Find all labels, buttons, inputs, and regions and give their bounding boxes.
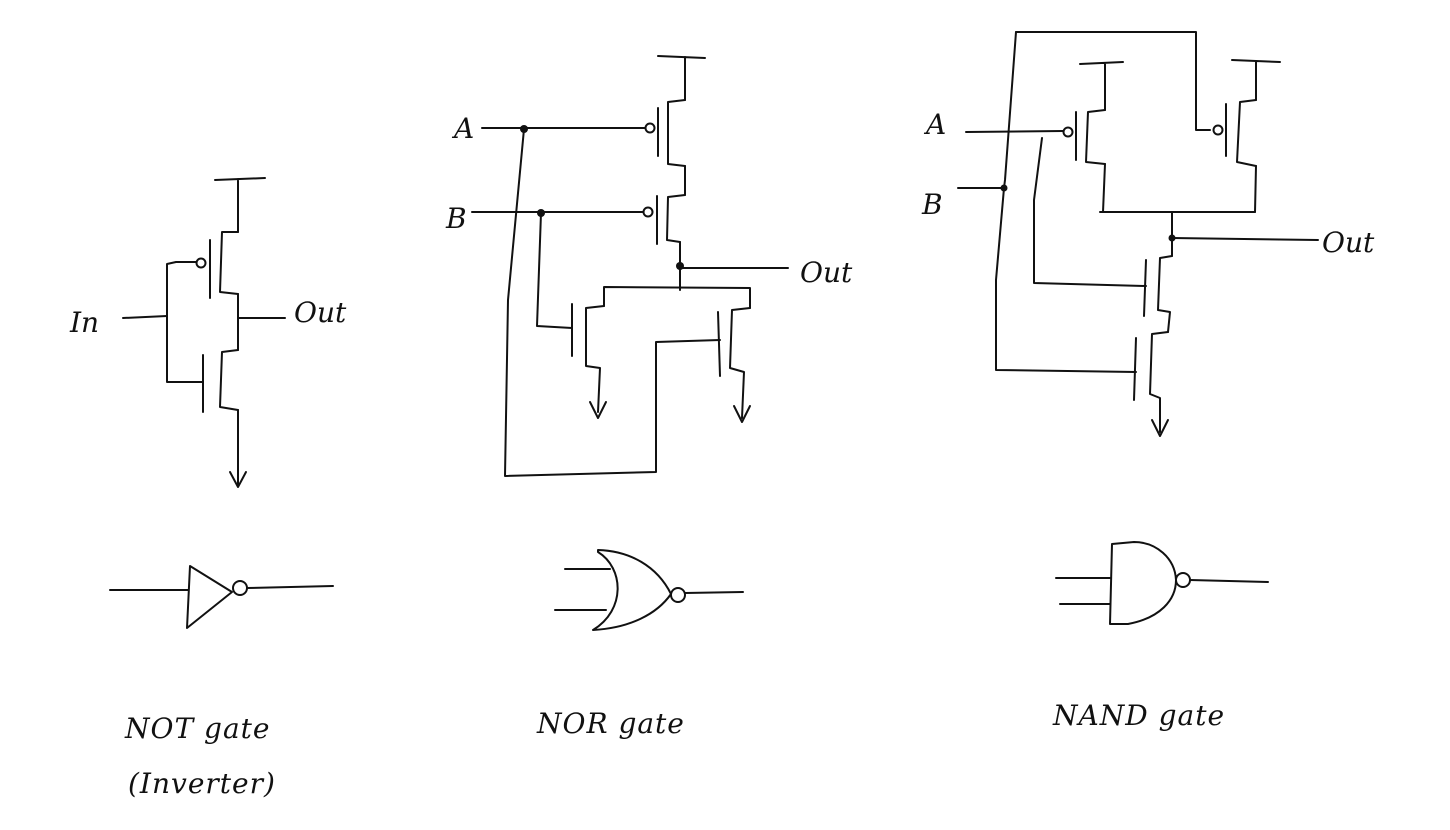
nor-gate-symbol — [554, 549, 744, 631]
nor-input-b-drop — [536, 212, 573, 329]
nand-input-a-frame — [1003, 31, 1017, 189]
not-vdd-symbol — [214, 177, 266, 233]
not-ground-arrow — [229, 409, 247, 488]
nor-pmos-b-bubble — [642, 206, 654, 218]
nand-symbol-body — [1109, 541, 1177, 625]
nor-ground-a-arrow — [589, 401, 607, 419]
not-subcaption: (Inverter) — [128, 767, 276, 800]
nand-caption: NAND gate — [1052, 699, 1225, 732]
not-symbol-triangle — [186, 565, 233, 629]
nor-nmos-a-channel — [585, 305, 605, 413]
nor-input-a-label: A — [451, 112, 474, 145]
not-symbol-output — [246, 585, 334, 589]
not-gate-wiring — [166, 261, 204, 383]
nor-symbol-output — [684, 591, 744, 594]
nand-gate-symbol — [1055, 541, 1269, 625]
nor-vdd-symbol — [657, 55, 706, 101]
nand-pmos-a-channel — [1085, 109, 1106, 165]
nand-nmos-b-channel — [1149, 331, 1169, 433]
nor-drain-bus — [603, 286, 751, 309]
not-caption: NOT gate — [124, 712, 270, 745]
nand-input-a-loop — [1033, 137, 1147, 287]
not-input-wire — [122, 315, 168, 319]
nor-nmos-b-gate-plate — [717, 311, 721, 377]
nand-pmos-b-channel — [1236, 99, 1257, 167]
not-input-label: In — [69, 306, 99, 339]
not-pmos-channel — [219, 231, 239, 295]
nor-symbol-bubble — [670, 587, 686, 603]
nand-vdd-frame — [1015, 31, 1211, 131]
nor-symbol-body — [592, 549, 672, 631]
nand-nmos-a-gate-plate — [1143, 259, 1147, 317]
nand-pmos-b-bubble — [1212, 124, 1224, 136]
nand-input-a-label: A — [923, 108, 946, 141]
nor-pmos-b-channel — [666, 194, 686, 243]
nor-caption: NOR gate — [536, 707, 685, 740]
nand-input-b-loop — [995, 187, 1137, 373]
nor-input-b-label: B — [445, 202, 467, 235]
not-gate-symbol — [109, 565, 334, 629]
nand-pmos-a-drain — [1102, 163, 1106, 213]
nor-pmos-a-channel — [667, 99, 686, 167]
not-symbol-bubble — [232, 580, 248, 596]
nor-ground-b-arrow — [733, 405, 751, 423]
nand-gate-circuit: A B Out — [921, 31, 1375, 437]
nand-ground-arrow — [1151, 419, 1169, 437]
nand-output-label: Out — [1322, 226, 1375, 259]
nand-nmos-b-gate-plate — [1133, 337, 1137, 401]
nand-output-wire — [1171, 237, 1319, 241]
nand-input-b-label: B — [921, 188, 943, 221]
nand-symbol-bubble — [1175, 572, 1191, 588]
nand-input-a-wire — [965, 130, 1064, 133]
nor-pmos-a-bubble — [644, 122, 656, 134]
nor-output-label: Out — [800, 256, 853, 289]
not-gate-circuit: In Out — [69, 177, 347, 488]
nand-vdd-left-symbol — [1079, 61, 1124, 111]
nand-symbol-output — [1189, 579, 1269, 583]
not-output-label: Out — [294, 296, 347, 329]
nand-pmos-a-bubble — [1062, 126, 1074, 138]
nor-input-a-loop — [504, 128, 721, 477]
not-pmos-bubble — [195, 257, 207, 269]
nand-vdd-right-symbol — [1231, 59, 1281, 101]
nand-pmos-b-drain — [1254, 165, 1257, 213]
not-nmos-channel — [219, 349, 239, 411]
nor-gate-circuit: A B Out — [445, 55, 853, 477]
nand-nmos-a-channel — [1157, 255, 1173, 333]
nor-nmos-b-channel — [729, 307, 751, 419]
